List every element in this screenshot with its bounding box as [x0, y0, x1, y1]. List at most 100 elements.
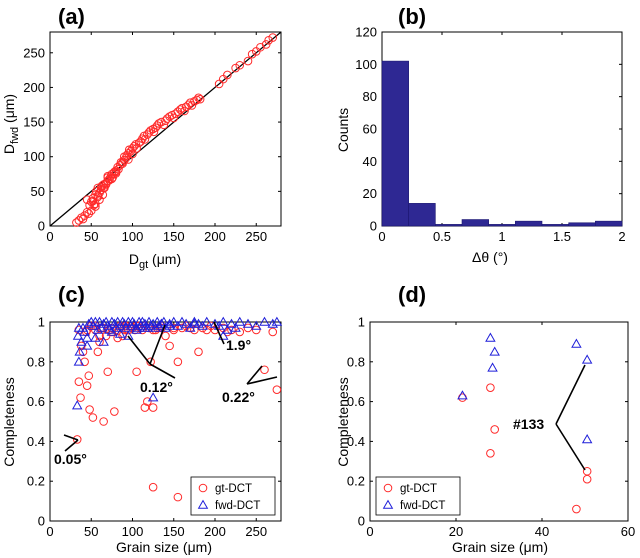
panel-b-xlabel: Δθ (°): [472, 249, 508, 265]
b-bar: [408, 203, 436, 227]
c-point-gt: [148, 403, 158, 412]
c-point-fwd: [217, 316, 229, 326]
c-xtick-label: 150: [163, 524, 185, 539]
panel-d-label: (d): [398, 282, 426, 307]
c-point-fwd: [131, 322, 142, 332]
d-xtick-label: 0: [366, 524, 373, 539]
panel-c-xlabel: Grain size (μm): [116, 539, 212, 555]
c-point-gt: [251, 325, 261, 335]
a-xtick-label: 250: [245, 229, 267, 244]
d-ytick-label: 0.2: [347, 474, 365, 489]
c-point-fwd: [110, 322, 122, 332]
c-point-fwd: [120, 322, 132, 332]
a-ytick-label: 100: [23, 149, 45, 164]
annotation-1.9-pointer: [213, 321, 225, 345]
a-point: [176, 105, 185, 114]
a-xtick-label: 50: [84, 229, 98, 244]
b-xtick-label: 2: [618, 229, 625, 244]
c-xtick-label: 100: [122, 524, 144, 539]
c-point-gt: [140, 403, 150, 412]
a-point: [194, 93, 203, 103]
c-point-gt: [85, 405, 94, 414]
c-point-fwd: [164, 320, 175, 330]
b-ytick-label: 60: [363, 122, 377, 137]
c-xtick-label: 0: [46, 524, 53, 539]
c-point-fwd: [176, 316, 188, 326]
c-point-gt: [146, 357, 155, 367]
b-bar: [381, 60, 409, 227]
b-ytick-label: 120: [355, 25, 377, 40]
a-xtick-label: 150: [163, 229, 185, 244]
panel-c: (c) 0 50 100 150 200 250 0 0.2 0.4 0.6 0.8 1 gt-DCT f…: [1, 282, 283, 555]
c-point-gt: [194, 347, 203, 357]
a-point: [192, 95, 202, 105]
c-legend-label-fwd: fwd-DCT: [215, 500, 260, 512]
c-point-gt: [88, 413, 98, 422]
b-bar: [541, 224, 569, 227]
panel-a-label: (a): [58, 4, 85, 29]
a-point: [128, 149, 137, 159]
a-point: [107, 174, 117, 184]
d-point-gt: [486, 449, 495, 458]
c-point-gt: [268, 327, 278, 337]
d-point-gt: [582, 474, 592, 484]
c-point-fwd: [234, 316, 246, 326]
d-legend-label-fwd: fwd-DCT: [400, 500, 445, 512]
c-point-fwd: [98, 318, 109, 328]
panel-c-annotations: 0.05° 0.12° 1.9° 0.22°: [54, 321, 278, 467]
a-plot-frame: [49, 31, 282, 227]
panel-a: (a) 0 50 100 150 200 250 0 50 100 150 200 250 Dgt (…: [1, 4, 282, 271]
annotation-0.05: 0.05°: [54, 451, 87, 467]
d-point-fwd: [487, 362, 498, 372]
a-xtick-label: 0: [46, 229, 53, 244]
c-point-gt: [169, 323, 179, 333]
annotation-0.05-pointer: [63, 434, 79, 452]
panel-c-ylabel: Completeness: [1, 377, 17, 467]
a-point: [169, 113, 179, 123]
c-point-gt: [148, 482, 158, 492]
a-point: [256, 42, 265, 52]
c-point-fwd: [114, 328, 126, 338]
d-point-gt: [486, 383, 495, 392]
d-point-fwd: [581, 434, 593, 444]
c-point-fwd: [189, 318, 200, 328]
d-ytick-label: 0.8: [347, 354, 365, 369]
b-ytick-label: 20: [363, 186, 377, 201]
c-point-gt: [76, 393, 85, 402]
c-point-fwd: [98, 336, 109, 346]
c-point-gt: [110, 407, 119, 416]
a-xtick-label: 200: [204, 229, 226, 244]
c-point-gt: [165, 341, 174, 351]
c-point-gt: [161, 331, 170, 341]
a-point: [96, 182, 106, 192]
c-point-gt: [93, 347, 103, 357]
c-xtick-label: 200: [204, 524, 226, 539]
c-point-gt: [243, 323, 253, 333]
c-point-fwd: [250, 320, 262, 330]
c-point-fwd: [209, 318, 221, 328]
c-point-fwd: [71, 400, 83, 410]
d-point-gt: [490, 425, 500, 434]
a-point: [72, 218, 81, 227]
c-point-gt: [132, 367, 141, 377]
c-point-gt: [235, 327, 245, 337]
d-point-fwd: [485, 332, 496, 342]
a-point: [235, 60, 245, 70]
c-point-fwd: [90, 332, 101, 342]
a-xtick-label: 100: [122, 229, 144, 244]
c-point-fwd: [271, 316, 283, 326]
a-point: [132, 144, 141, 153]
c-point-fwd: [226, 318, 237, 328]
a-point: [91, 199, 100, 209]
d-ytick-label: 0.4: [347, 434, 365, 449]
c-ytick-label: 0.2: [27, 474, 45, 489]
c-xtick-label: 50: [84, 524, 98, 539]
d-ytick-label: 1: [358, 315, 365, 330]
a-ytick-label: 50: [31, 184, 45, 199]
b-bar: [435, 224, 463, 227]
a-ytick-label: 150: [23, 115, 45, 130]
d-legend-label-gt: gt-DCT: [400, 483, 437, 495]
a-point: [93, 191, 103, 200]
c-point-gt: [143, 397, 152, 406]
